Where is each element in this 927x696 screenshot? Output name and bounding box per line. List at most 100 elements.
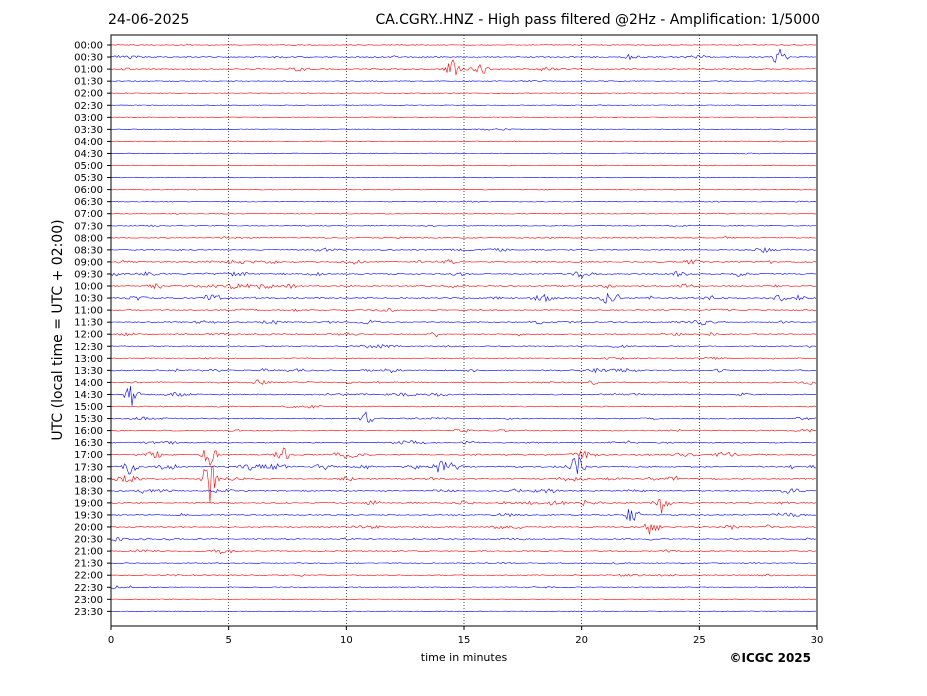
y-tick-label: 01:30 — [74, 77, 103, 88]
x-tick-label: 10 — [340, 635, 353, 646]
trace-1300 — [110, 356, 817, 360]
y-tick-label: 02:30 — [74, 101, 103, 112]
copyright-text: ©ICGC 2025 — [729, 651, 811, 665]
y-tick-label: 09:30 — [74, 269, 103, 280]
trace-0430 — [110, 152, 817, 155]
y-tick-label: 03:00 — [74, 113, 103, 124]
y-tick-label: 16:30 — [74, 438, 103, 449]
y-axis: 00:0000:3001:0001:3002:0002:3003:0003:30… — [74, 41, 111, 618]
y-tick-label: 14:30 — [74, 390, 103, 401]
x-axis: 0 5 10 15 20 25 30 — [108, 626, 824, 646]
trace-0230 — [110, 104, 817, 107]
trace-1730 — [110, 455, 817, 475]
y-tick-label: 18:30 — [74, 486, 103, 497]
trace-0530 — [110, 176, 817, 179]
y-tick-label: 20:00 — [74, 523, 103, 534]
trace-0000 — [110, 44, 817, 46]
trace-0600 — [110, 188, 817, 191]
trace-1100 — [110, 308, 817, 312]
y-tick-label: 22:00 — [74, 571, 103, 582]
y-tick-label: 07:30 — [74, 221, 103, 232]
x-tick-label: 20 — [575, 635, 588, 646]
trace-1530 — [110, 411, 817, 423]
y-tick-label: 09:00 — [74, 257, 103, 268]
trace-2030 — [110, 537, 817, 542]
y-tick-label: 04:30 — [74, 149, 103, 160]
trace-0500 — [110, 164, 817, 167]
trace-1500 — [110, 404, 817, 409]
trace-2100 — [110, 549, 817, 555]
y-tick-label: 22:30 — [74, 583, 103, 594]
y-tick-label: 23:00 — [74, 595, 103, 606]
trace-1130 — [110, 319, 817, 326]
trace-1230 — [110, 344, 817, 349]
trace-1030 — [110, 292, 817, 304]
y-tick-label: 18:00 — [74, 474, 103, 485]
trace-0100 — [110, 59, 817, 76]
trace-1930 — [110, 509, 817, 522]
y-tick-label: 05:30 — [74, 173, 103, 184]
trace-0900 — [110, 259, 817, 265]
y-tick-label: 02:00 — [74, 89, 103, 100]
x-axis-label: time in minutes — [420, 651, 508, 664]
plot-frame — [110, 34, 818, 627]
trace-0400 — [110, 140, 816, 143]
y-tick-label: 17:00 — [74, 450, 103, 461]
grid-layer — [228, 35, 700, 626]
trace-0300 — [110, 116, 817, 119]
y-tick-label: 21:00 — [74, 547, 103, 558]
trace-1800 — [110, 465, 817, 503]
chart-title: CA.CGRY..HNZ - High pass filtered @2Hz -… — [375, 12, 820, 28]
trace-0030 — [110, 48, 817, 63]
trace-0330 — [110, 128, 817, 131]
trace-2300 — [110, 598, 817, 601]
trace-1600 — [110, 428, 817, 433]
y-tick-label: 10:00 — [74, 282, 103, 293]
x-tick-label: 25 — [693, 635, 706, 646]
y-tick-label: 03:30 — [74, 125, 103, 136]
trace-1630 — [110, 440, 817, 445]
trace-2130 — [110, 562, 817, 565]
y-tick-label: 11:30 — [74, 318, 103, 329]
y-tick-label: 00:30 — [74, 53, 103, 64]
trace-2200 — [110, 573, 817, 577]
trace-1430 — [110, 385, 817, 406]
trace-1400 — [110, 379, 817, 386]
trace-layer — [110, 44, 817, 613]
y-tick-label: 13:30 — [74, 366, 103, 377]
y-tick-label: 19:00 — [74, 498, 103, 509]
trace-1900 — [110, 499, 817, 514]
y-tick-label: 15:30 — [74, 414, 103, 425]
trace-0730 — [110, 224, 816, 227]
y-tick-label: 00:00 — [74, 41, 103, 52]
trace-0800 — [110, 236, 817, 240]
y-tick-label: 16:00 — [74, 426, 103, 437]
y-tick-label: 12:00 — [74, 330, 103, 341]
y-tick-label: 04:00 — [74, 137, 103, 148]
trace-0700 — [110, 212, 817, 215]
x-tick-label: 15 — [458, 635, 471, 646]
y-tick-label: 21:30 — [74, 559, 103, 570]
y-tick-label: 06:00 — [74, 185, 103, 196]
y-tick-label: 12:30 — [74, 342, 103, 353]
y-tick-label: 13:00 — [74, 354, 103, 365]
trace-0630 — [110, 200, 817, 203]
y-tick-label: 19:30 — [74, 510, 103, 521]
y-tick-label: 14:00 — [74, 378, 103, 389]
y-tick-label: 23:30 — [74, 607, 103, 618]
y-tick-label: 10:30 — [74, 294, 103, 305]
y-tick-label: 08:00 — [74, 233, 103, 244]
y-tick-label: 06:30 — [74, 197, 103, 208]
y-tick-label: 15:00 — [74, 402, 103, 413]
x-tick-label: 0 — [108, 635, 114, 646]
y-tick-label: 08:30 — [74, 245, 103, 256]
trace-2000 — [110, 523, 817, 535]
y-tick-label: 20:30 — [74, 535, 103, 546]
trace-2330 — [110, 610, 817, 613]
x-tick-label: 5 — [225, 635, 231, 646]
trace-2230 — [110, 585, 817, 589]
trace-1200 — [110, 332, 817, 338]
chart-date: 24-06-2025 — [108, 12, 190, 28]
x-tick-label: 30 — [811, 635, 824, 646]
